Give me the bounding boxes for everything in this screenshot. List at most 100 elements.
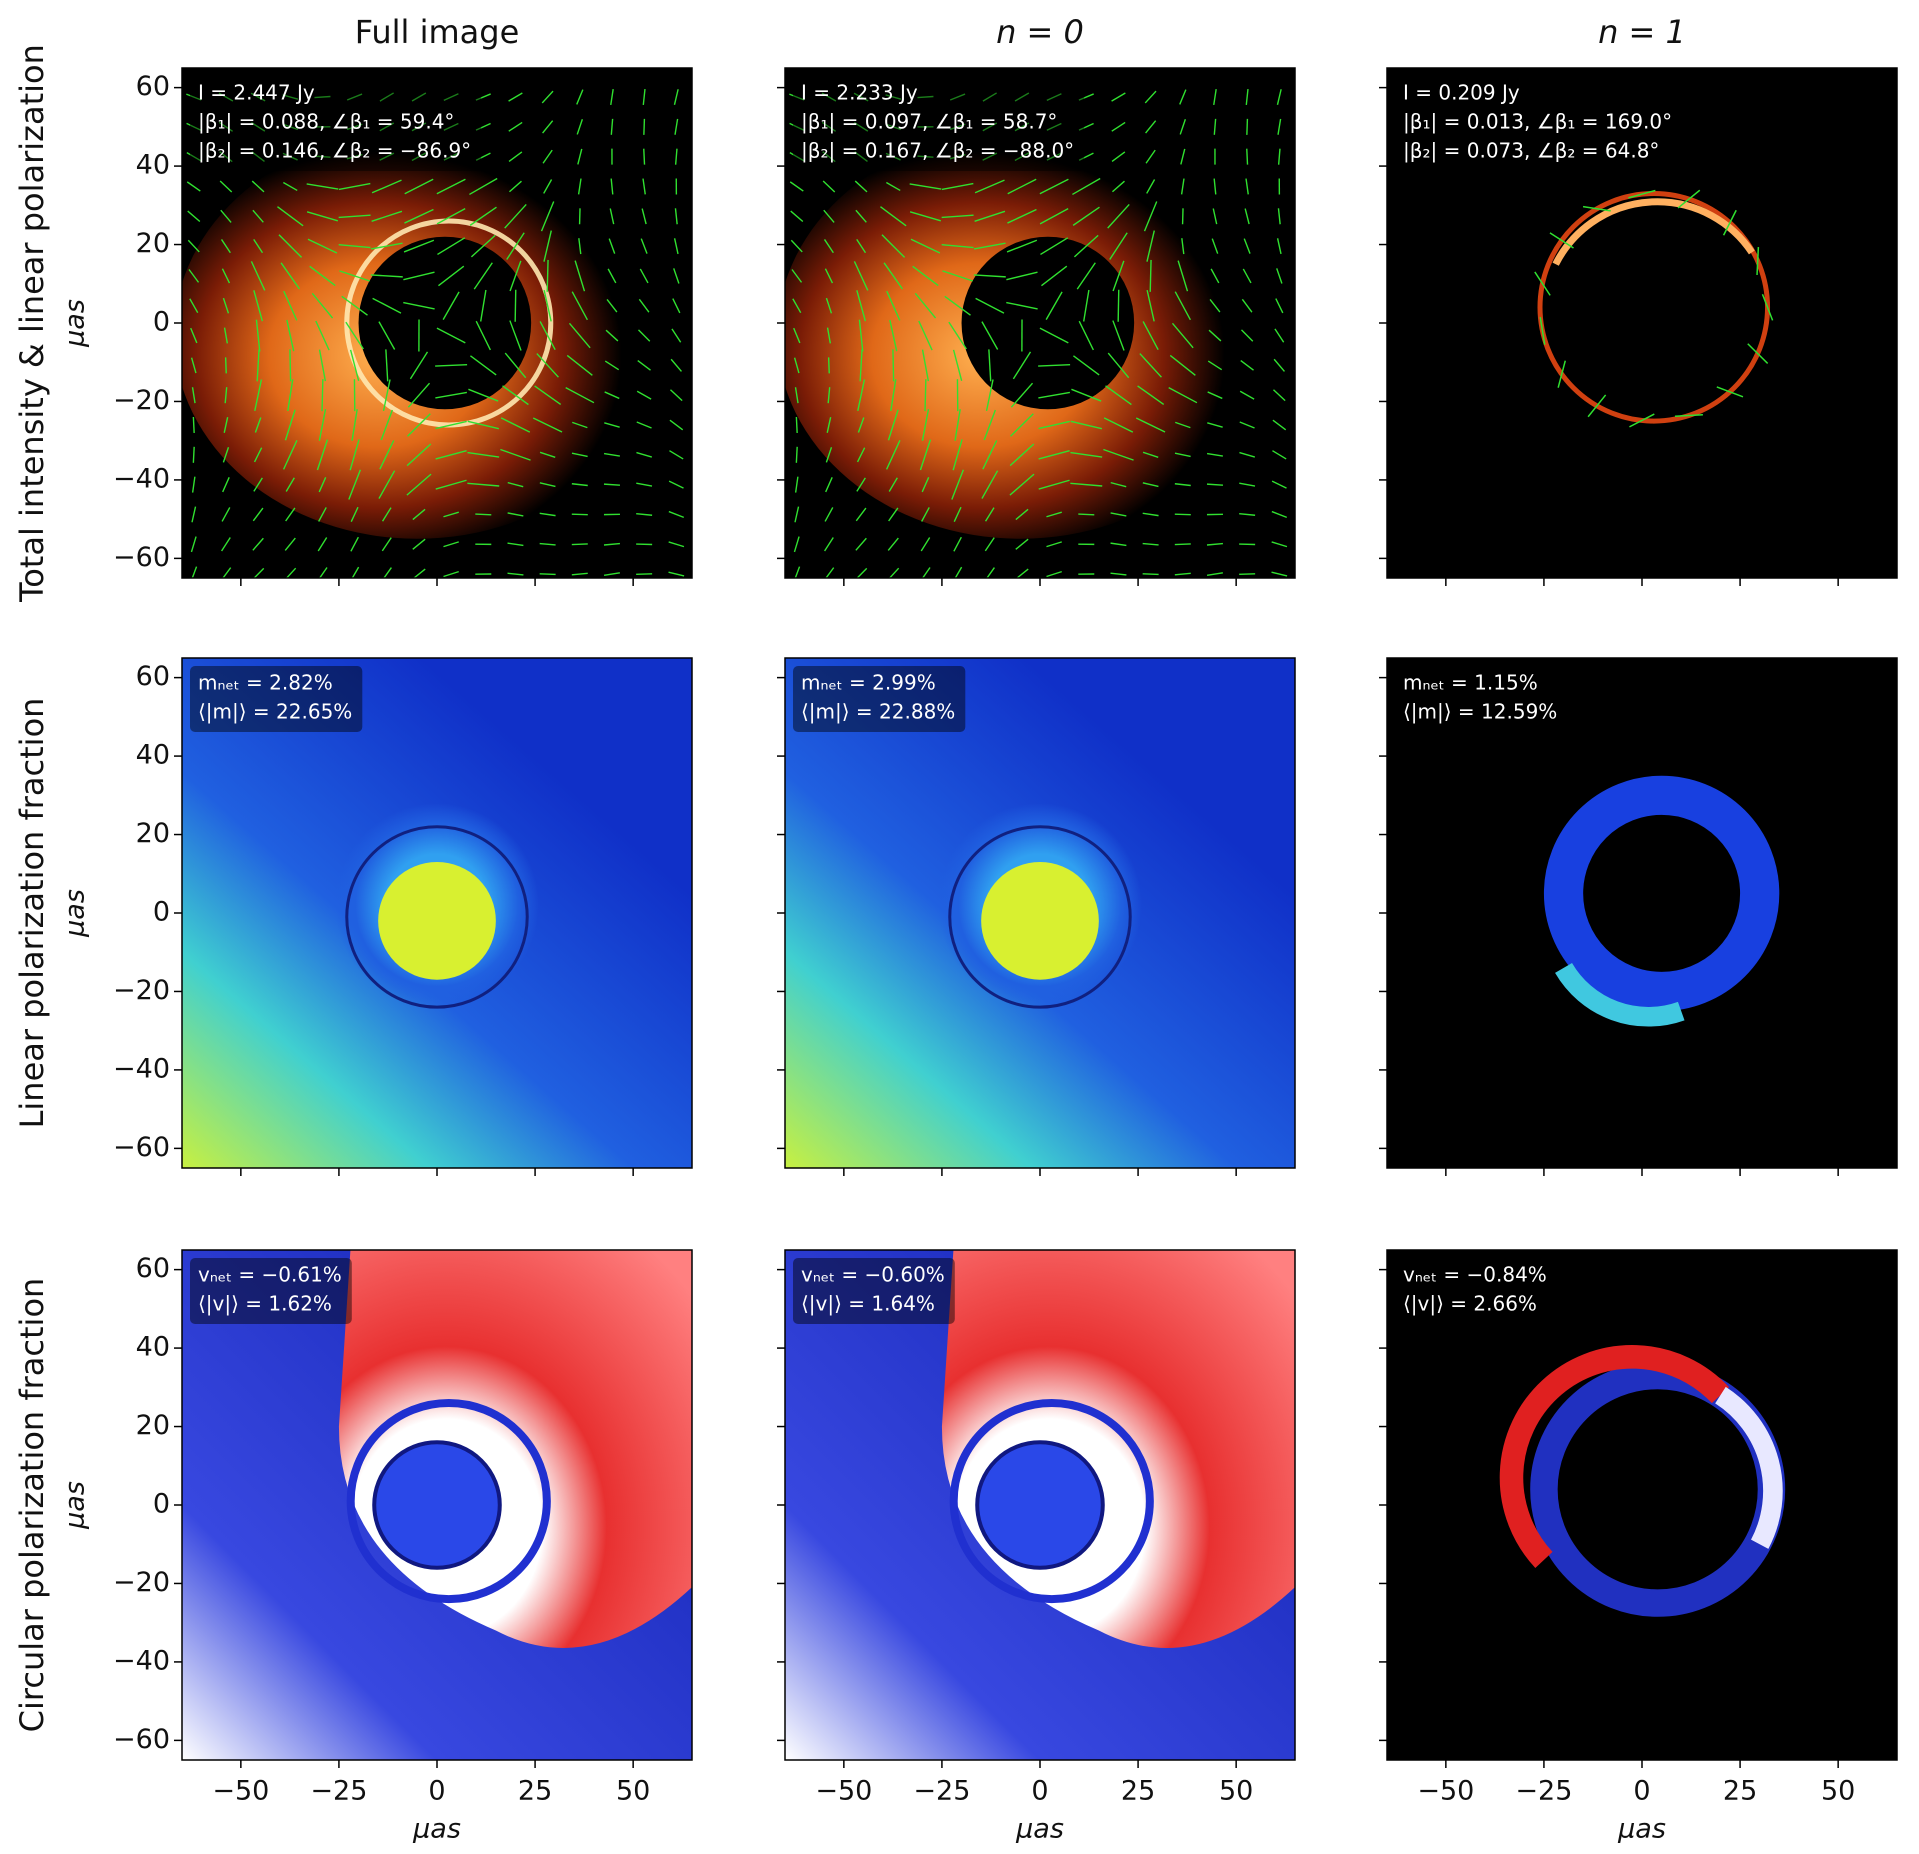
polarization-tick <box>289 349 292 382</box>
x-tick-label: 50 <box>1219 1776 1253 1807</box>
polarization-tick <box>314 155 331 158</box>
polarization-tick <box>1207 360 1223 371</box>
polarization-tick <box>407 413 431 437</box>
polarization-tick <box>1078 320 1094 351</box>
polarization-tick <box>883 262 904 290</box>
polarization-tick <box>508 92 523 102</box>
polarization-tick <box>1078 93 1094 101</box>
polarization-tick <box>470 355 497 376</box>
polarization-tick <box>1213 89 1217 106</box>
panel-image <box>1387 1250 1897 1760</box>
polarization-tick <box>403 271 435 281</box>
polarization-tick <box>222 447 230 463</box>
polarization-tick <box>253 447 263 463</box>
polarization-tick <box>435 479 467 490</box>
annotation-box <box>793 76 1085 171</box>
polarization-tick <box>824 537 834 552</box>
polarization-tick <box>1078 122 1094 131</box>
polarization-tick <box>888 507 899 522</box>
polarization-tick <box>442 291 460 320</box>
polarization-tick <box>318 567 328 578</box>
polarization-tick <box>1276 89 1282 105</box>
polarization-tick <box>1677 189 1701 209</box>
polarization-tick <box>1070 482 1103 487</box>
polarization-tick <box>948 321 967 350</box>
y-tick-label: −40 <box>113 1645 170 1676</box>
y-axis-label: μas <box>60 299 91 348</box>
annotation: |β₂| = 0.073, ∠β₂ = 64.8° <box>1403 139 1659 163</box>
polarization-tick <box>855 537 867 551</box>
polarization-tick <box>825 447 833 463</box>
polarization-tick <box>411 92 427 102</box>
polarization-tick <box>348 469 362 500</box>
polarization-tick <box>1146 179 1156 194</box>
polarization-tick <box>318 409 327 441</box>
polarization-tick <box>856 239 867 254</box>
polarization-tick <box>574 260 586 292</box>
polarization-tick <box>856 290 867 322</box>
polarization-tick <box>1105 385 1132 406</box>
x-tick-label: 25 <box>518 1776 552 1807</box>
polarization-tick <box>985 379 994 411</box>
polarization-tick <box>1073 355 1100 376</box>
x-tick-label: 25 <box>1121 1776 1155 1807</box>
polarization-tick <box>1273 358 1286 372</box>
polarization-tick <box>824 507 834 522</box>
polarization-tick <box>1168 387 1198 404</box>
annotation: mₙₑₜ = 2.99% <box>801 671 936 695</box>
annotation-box <box>190 666 363 732</box>
polarization-tick <box>381 507 392 522</box>
polarization-tick <box>642 89 646 106</box>
polarization-tick <box>539 542 556 546</box>
polarization-tick <box>1038 391 1071 399</box>
polarization-tick <box>404 208 434 224</box>
polarization-tick <box>885 94 902 100</box>
polarization-tick <box>542 120 554 134</box>
row-title: Total intensity & linear polarization <box>13 44 51 603</box>
polarization-tick <box>382 379 391 411</box>
polarization-tick <box>253 290 264 322</box>
polarization-tick <box>1674 413 1703 418</box>
polarization-tick <box>1210 268 1220 284</box>
polarization-tick <box>372 297 402 314</box>
polarization-tick <box>610 118 614 135</box>
polarization-tick <box>543 179 553 194</box>
polarization-tick <box>1107 203 1130 229</box>
polarization-tick <box>467 451 500 458</box>
polarization-tick <box>379 122 395 132</box>
polarization-tick <box>794 566 801 578</box>
polarization-tick <box>1014 92 1030 102</box>
polarization-tick <box>539 573 556 576</box>
polarization-tick <box>1206 483 1223 486</box>
polarization-tick <box>885 181 901 192</box>
polarization-tick <box>379 440 395 470</box>
polarization-tick <box>508 180 522 193</box>
polarization-tick <box>1039 208 1069 225</box>
polarization-tick <box>252 209 264 223</box>
polarization-tick <box>345 321 364 350</box>
polarization-tick <box>1242 268 1252 284</box>
polarization-tick <box>192 416 195 434</box>
polarization-tick <box>250 92 266 102</box>
polarization-tick <box>880 206 907 227</box>
polarization-tick <box>571 572 588 576</box>
polarization-tick <box>507 512 524 517</box>
polarization-tick <box>827 387 831 404</box>
polarization-tick <box>383 567 392 578</box>
polarization-tick <box>1207 391 1223 400</box>
polarization-tick <box>318 507 327 522</box>
polarization-tick <box>507 542 524 547</box>
polarization-tick <box>1174 572 1191 576</box>
polarization-tick <box>639 268 649 284</box>
x-tick-label: 50 <box>1821 1776 1855 1807</box>
polarization-tick <box>1206 572 1223 576</box>
polarization-tick <box>603 452 620 457</box>
polarization-tick <box>1212 208 1218 225</box>
polarization-tick <box>669 419 684 431</box>
polarization-tick <box>191 566 198 578</box>
polarization-tick <box>673 89 679 105</box>
polarization-tick <box>412 538 426 550</box>
polarization-tick <box>856 447 866 463</box>
polarization-tick <box>314 95 331 99</box>
annotation: |β₁| = 0.097, ∠β₁ = 58.7° <box>801 110 1057 134</box>
